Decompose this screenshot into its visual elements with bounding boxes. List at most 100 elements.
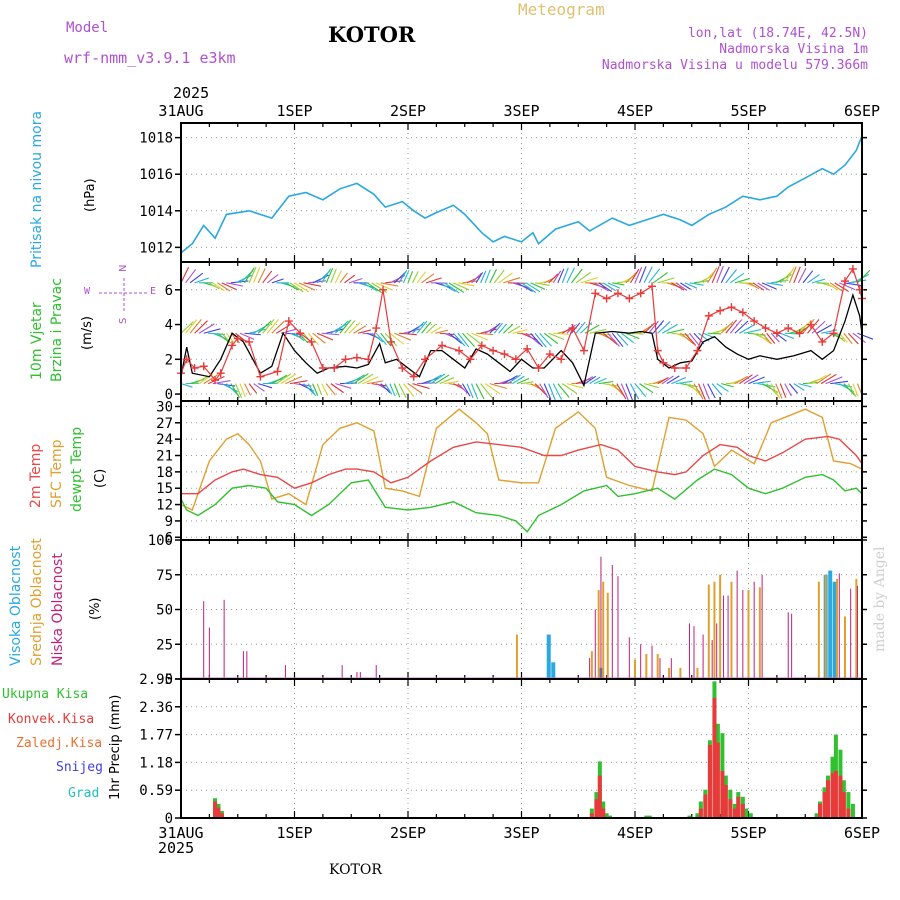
high-cloud-bar [828, 570, 833, 679]
wind-arrow [607, 332, 620, 347]
wind-arrow [257, 268, 266, 284]
wind-arrow [652, 320, 665, 334]
wind-arrow [502, 323, 514, 334]
wind-arrow [307, 383, 317, 397]
wind-arrow [543, 383, 552, 400]
wind-arrow [421, 321, 432, 334]
low-cloud-bar [736, 570, 738, 679]
wind-arrow [757, 282, 770, 291]
y-tick-label: 1012 [139, 240, 173, 256]
wind-arrow [239, 332, 255, 340]
wind-arrow [330, 383, 344, 394]
wind-arrow [725, 319, 738, 334]
wind-arrow [316, 383, 323, 396]
wind-arrow [489, 383, 508, 390]
wind-arrow [743, 374, 759, 385]
wind-arrow [180, 383, 193, 388]
wind-gust-marker [670, 363, 679, 372]
wind-arrow [421, 273, 435, 284]
wind-gust-marker [659, 358, 668, 367]
wind-arrow [357, 373, 374, 385]
y-tick-label: 0 [165, 387, 173, 403]
wind-arrow [770, 383, 781, 399]
mid-cloud-bar [597, 590, 600, 679]
wind-arrow [816, 324, 832, 334]
wind-arrow [625, 271, 638, 284]
high-cloud-bar [551, 662, 556, 679]
wind-arrow [512, 329, 528, 334]
wind-arrow [266, 274, 279, 284]
y-tick-label: 1014 [139, 204, 173, 220]
y-tick-label: 100 [148, 533, 173, 549]
wind-arrow [212, 332, 228, 340]
y-tick-label: 0 [165, 672, 173, 688]
wind-arrow [503, 375, 518, 385]
wind-arrow [616, 332, 629, 346]
wind-arrow [516, 332, 534, 336]
wind-arrow [393, 271, 407, 284]
wind-arrow [498, 323, 507, 334]
wind-arrow [221, 332, 232, 344]
wind-gust-marker [398, 363, 407, 372]
wind-gust-marker [330, 363, 339, 372]
wind-arrow [834, 383, 853, 388]
model-altitude-text: Nadmorska Visina u modelu 579.366m [601, 58, 868, 73]
conv-precip-bar [219, 813, 224, 818]
wind-arrow [480, 270, 487, 284]
wind-gust-marker [500, 350, 509, 359]
panel-pressure: 1012 1014 1016 1018 [139, 122, 867, 263]
wind-arrow [475, 272, 484, 284]
conv-precip-bar [833, 770, 838, 818]
wind-arrow [507, 325, 521, 334]
wind-arrow [730, 272, 745, 284]
wind-arrow [548, 332, 565, 340]
wind-unit: (m/s) [80, 316, 95, 350]
wind-arrow [403, 383, 415, 397]
wind-arrow [348, 374, 365, 385]
wind-arrow [189, 272, 204, 284]
mid-cloud-bar [817, 581, 820, 679]
y-tick-label: 21 [156, 449, 173, 465]
wind-arrow [797, 267, 807, 284]
wind-arrow [675, 282, 688, 291]
wind-arrow [398, 383, 407, 398]
wind-gust-marker [211, 376, 220, 385]
wind-arrow [752, 380, 771, 385]
wind-arrow [675, 332, 693, 341]
wind-arrow [271, 320, 285, 334]
lonlat-text: lon,lat (18.74E, 42.5N) [687, 26, 868, 41]
x-label-top: 5SEP [730, 102, 766, 120]
wind-arrow [289, 282, 304, 293]
wind-arrow [435, 329, 449, 334]
wind-arrow [521, 381, 534, 385]
wind-arrow [484, 383, 501, 395]
wind-arrow [607, 282, 621, 289]
low-cloud-bar [651, 645, 653, 679]
wind-arrow [625, 383, 634, 401]
wind-arrow [684, 332, 697, 346]
mid-cloud-bar [668, 667, 671, 679]
panel-frame [180, 400, 863, 541]
wind-arrow [720, 321, 734, 334]
wind-arrow [498, 272, 513, 284]
wind-arrow [448, 282, 465, 293]
conv-precip-bar [732, 808, 737, 818]
y-tick-label: 4 [165, 318, 173, 334]
mid-cloud-bar [824, 574, 827, 679]
y-tick-label: 25 [156, 637, 173, 653]
wind-arrow [393, 383, 401, 398]
wind-arrow [593, 282, 609, 292]
wind-arrow [348, 277, 363, 284]
x-label-bottom: 1SEP [276, 824, 312, 842]
wind-gust-marker [636, 289, 645, 298]
wind-arrow [743, 328, 762, 334]
wind-arrow [180, 321, 194, 334]
wind-arrow [534, 332, 547, 348]
wind-arrow [503, 277, 521, 284]
conv-precip-bar [728, 799, 733, 818]
wind-arrow [793, 383, 805, 391]
wind-arrow [316, 332, 334, 341]
conv-precip-bar [838, 775, 843, 818]
low-cloud-bar [850, 588, 852, 679]
mid-cloud-bar [679, 667, 682, 679]
